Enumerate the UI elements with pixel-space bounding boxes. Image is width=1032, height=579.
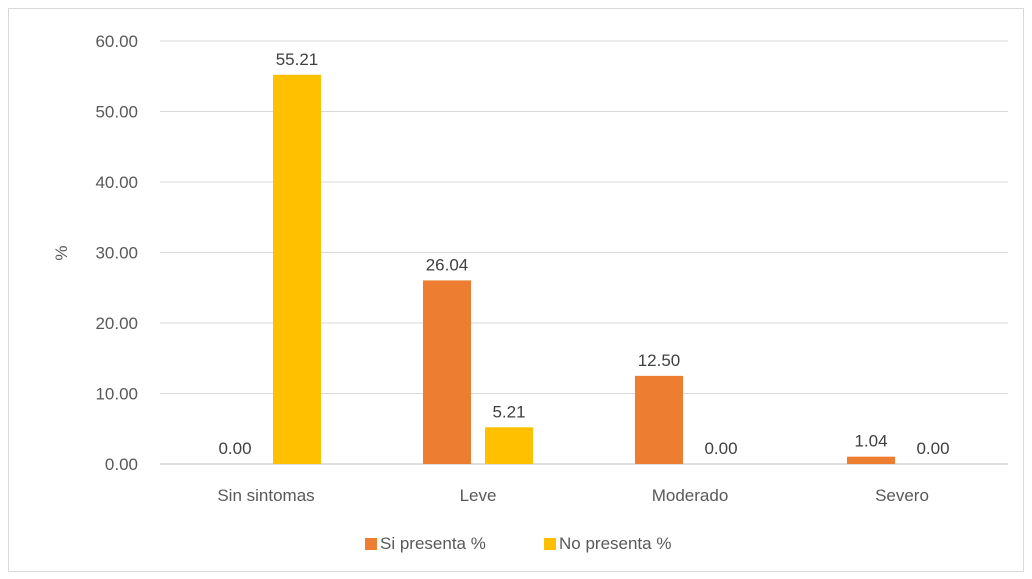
data-label: 0.00 <box>704 439 737 458</box>
data-label: 26.04 <box>426 255 469 274</box>
x-category-label: Leve <box>460 486 497 505</box>
y-axis-title: % <box>52 245 71 260</box>
legend-swatch <box>544 538 556 550</box>
data-label: 0.00 <box>218 439 251 458</box>
chart-frame <box>8 8 1024 572</box>
bar-no-presenta <box>273 74 321 464</box>
data-label: 5.21 <box>492 402 525 421</box>
bar-no-presenta <box>485 427 533 464</box>
y-tick-label: 20.00 <box>95 314 138 333</box>
x-category-label: Sin sintomas <box>217 486 314 505</box>
data-label: 1.04 <box>854 432 887 451</box>
y-tick-label: 30.00 <box>95 244 138 263</box>
bar-si-presenta <box>847 456 895 464</box>
data-label: 0.00 <box>916 439 949 458</box>
y-tick-label: 40.00 <box>95 173 138 192</box>
data-label: 12.50 <box>638 351 681 370</box>
bar-si-presenta <box>635 375 683 464</box>
x-category-label: Moderado <box>652 486 729 505</box>
y-tick-label: 10.00 <box>95 385 138 404</box>
legend-label: Si presenta % <box>380 534 486 553</box>
x-category-label: Severo <box>875 486 929 505</box>
bar-si-presenta <box>423 280 471 464</box>
legend-swatch <box>365 538 377 550</box>
data-label: 55.21 <box>276 50 319 69</box>
y-tick-label: 0.00 <box>105 455 138 474</box>
legend-label: No presenta % <box>559 534 671 553</box>
y-tick-label: 50.00 <box>95 103 138 122</box>
y-tick-label: 60.00 <box>95 32 138 51</box>
